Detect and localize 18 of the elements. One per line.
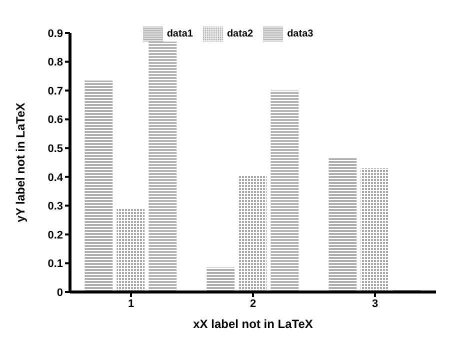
y-tick-label: 0.3	[48, 200, 63, 213]
y-tick-label: 0.4	[48, 172, 64, 184]
legend-label: data2	[226, 28, 254, 40]
x-tick-label: 3	[372, 298, 378, 310]
y-tick-label: 0.7	[48, 85, 63, 98]
legend-label: data3	[287, 28, 314, 40]
legend-label: data1	[166, 28, 193, 40]
y-tick-label: 0	[56, 286, 63, 299]
y-axis-title: yY label not in LaTeX	[13, 102, 28, 222]
x-axis-title: xX label not in LaTeX	[193, 317, 313, 331]
y-tick-label: 0.9	[48, 28, 63, 40]
y-tick-label: 0.1	[48, 258, 63, 270]
y-tick-label: 0.8	[48, 56, 63, 69]
y-tick-label: 0.2	[48, 229, 63, 242]
y-tick-label: 0.5	[48, 143, 63, 156]
x-tick-label: 2	[250, 298, 256, 310]
x-tick-label: 1	[128, 298, 134, 310]
y-tick-label: 0.6	[48, 114, 63, 126]
